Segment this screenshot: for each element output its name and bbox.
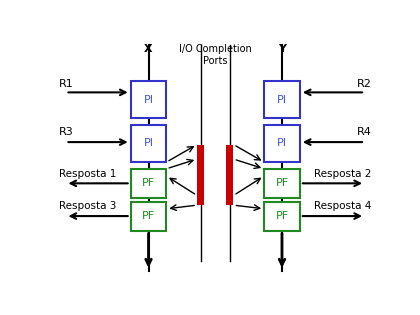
- Text: PF: PF: [142, 178, 155, 188]
- Text: R3: R3: [59, 127, 74, 137]
- Text: PI: PI: [277, 94, 287, 105]
- Bar: [264, 81, 300, 118]
- Text: I/O Completion
Ports: I/O Completion Ports: [179, 44, 252, 66]
- Bar: [131, 169, 166, 198]
- Bar: [226, 145, 234, 205]
- Bar: [264, 124, 300, 162]
- Text: PF: PF: [276, 178, 289, 188]
- Text: PF: PF: [142, 211, 155, 221]
- Bar: [264, 169, 300, 198]
- Text: PI: PI: [277, 138, 287, 148]
- Bar: [264, 202, 300, 231]
- Text: Resposta 2: Resposta 2: [314, 169, 372, 179]
- Bar: [197, 145, 204, 205]
- Text: X: X: [144, 44, 153, 54]
- Text: R1: R1: [59, 79, 74, 89]
- Text: PF: PF: [276, 211, 289, 221]
- Bar: [131, 202, 166, 231]
- Text: Y: Y: [278, 44, 286, 54]
- Text: PI: PI: [144, 138, 154, 148]
- Text: R2: R2: [357, 79, 372, 89]
- Text: PI: PI: [144, 94, 154, 105]
- Text: Resposta 1: Resposta 1: [59, 169, 116, 179]
- Text: Resposta 4: Resposta 4: [314, 201, 372, 211]
- Bar: [131, 81, 166, 118]
- Text: R4: R4: [357, 127, 372, 137]
- Bar: [131, 124, 166, 162]
- Text: Resposta 3: Resposta 3: [59, 201, 116, 211]
